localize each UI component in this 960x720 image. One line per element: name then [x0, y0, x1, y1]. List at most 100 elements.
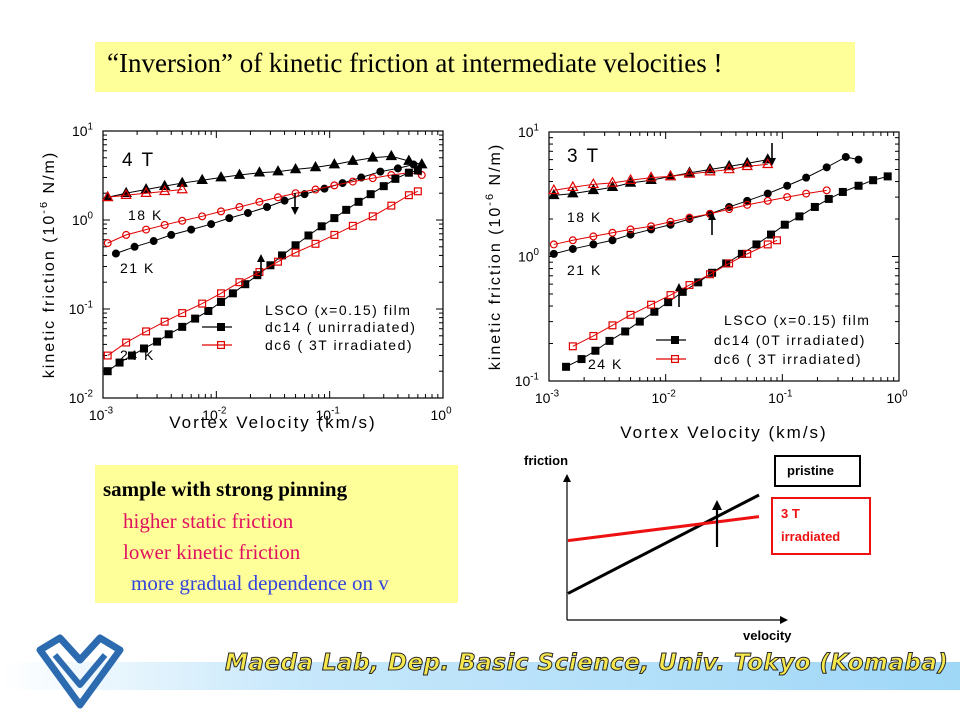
footer-lab-name: Maeda Lab, Dep. Basic Science, Univ. Tok… [224, 650, 949, 677]
data-point [122, 338, 131, 347]
data-point [883, 172, 892, 181]
data-point [300, 190, 309, 199]
summary-note: sample with strong pinning higher static… [95, 465, 458, 603]
data-point [217, 207, 226, 216]
y-axis-label: kinetic friction (10-6 N/m) [40, 151, 58, 378]
data-point [647, 300, 656, 309]
data-point [127, 351, 136, 360]
data-point [317, 222, 326, 231]
data-point [549, 249, 558, 258]
data-point [255, 268, 264, 277]
x-tick-label-exp: -2 [218, 406, 227, 417]
data-point [266, 261, 275, 270]
data-point [704, 165, 716, 176]
data-point [235, 278, 244, 287]
note-line-static-friction: higher static friction [123, 509, 294, 533]
data-point [391, 174, 400, 183]
x-tick-label: 10-1 [316, 406, 340, 423]
note-line-velocity-dependence-text: more gradual dependence on v [131, 571, 389, 595]
temperature-label: 24 K [588, 356, 623, 372]
data-point [605, 336, 614, 345]
title-banner: “Inversion” of kinetic friction at inter… [95, 42, 855, 92]
y-tick-label-base: 10 [69, 301, 85, 317]
data-point [626, 225, 635, 234]
footer-band [0, 662, 960, 690]
legend-label: dc14 ( unirradiated) [265, 319, 416, 335]
data-point [767, 230, 776, 239]
legend-label: dc6 ( 3T irradiated) [265, 337, 413, 353]
data-point [191, 314, 200, 323]
data-point [743, 196, 752, 205]
data-point [568, 236, 577, 245]
data-point [752, 240, 761, 249]
arrow-head [675, 283, 683, 291]
data-point [645, 171, 657, 182]
data-point [368, 212, 377, 221]
data-point [178, 322, 187, 331]
data-point [635, 317, 644, 326]
data-point [278, 251, 287, 260]
temperature-label: 21 K [567, 262, 602, 278]
data-point [103, 239, 112, 248]
y-axis-label: kinetic friction (10-6 N/m) [484, 143, 504, 370]
legend-marker-red [217, 341, 226, 350]
data-point [624, 176, 637, 187]
y-tick-label: 101 [72, 122, 93, 139]
data-point [413, 166, 422, 175]
data-point [348, 177, 357, 186]
data-point [587, 183, 600, 195]
y-tick-label-exp: -1 [84, 300, 93, 311]
data-point [309, 160, 322, 172]
data-point [304, 231, 313, 240]
data-point [228, 289, 237, 298]
y-tick-label: 100 [72, 211, 94, 228]
x-tick-label: 10-2 [652, 389, 676, 406]
y-axis-label-main: kinetic friction (10 [41, 214, 58, 379]
data-point [772, 236, 781, 245]
data-point [348, 221, 357, 230]
data-point [149, 237, 158, 246]
legend-marker-black [217, 323, 226, 332]
legend-title: LSCO (x=0.15) film [724, 312, 870, 328]
x-tick-label-base: 10 [202, 407, 218, 423]
data-point [664, 298, 673, 307]
data-point [666, 291, 675, 300]
data-point [187, 225, 196, 234]
data-point [664, 169, 677, 181]
arrow-head [291, 207, 299, 215]
data-point [368, 174, 377, 183]
data-point [725, 205, 734, 214]
legend-label: dc14 (0T irradiated) [714, 332, 866, 348]
data-point [103, 351, 112, 360]
data-point [385, 149, 398, 161]
data-point [802, 173, 811, 182]
data-point [548, 188, 560, 200]
x-tick-label-base: 10 [886, 390, 902, 406]
data-point [822, 186, 831, 195]
y-axis-arrow [563, 474, 571, 482]
data-point [666, 217, 675, 226]
y-axis-label-exp: -6 [484, 192, 496, 206]
data-point [215, 171, 227, 182]
data-point [111, 249, 120, 258]
data-point [342, 205, 351, 214]
data-point [548, 183, 560, 195]
data-point [272, 165, 284, 176]
legend-pristine: pristine [787, 463, 834, 478]
data-point [854, 181, 863, 190]
field-label: 4 T [122, 150, 155, 171]
x-axis-label: velocity [743, 628, 792, 643]
x-tick-label: 100 [430, 406, 452, 423]
data-point [273, 257, 282, 266]
data-point [330, 230, 339, 239]
data-point [235, 202, 244, 211]
arrow-head [257, 254, 265, 262]
data-point [367, 151, 379, 162]
data-point [589, 240, 598, 249]
data-point [273, 193, 282, 202]
x-axis-arrow [780, 616, 788, 624]
y-tick-label: 10-1 [69, 300, 93, 317]
x-tick-label-exp: -1 [784, 389, 793, 400]
data-point [328, 158, 341, 169]
data-point [763, 189, 772, 198]
